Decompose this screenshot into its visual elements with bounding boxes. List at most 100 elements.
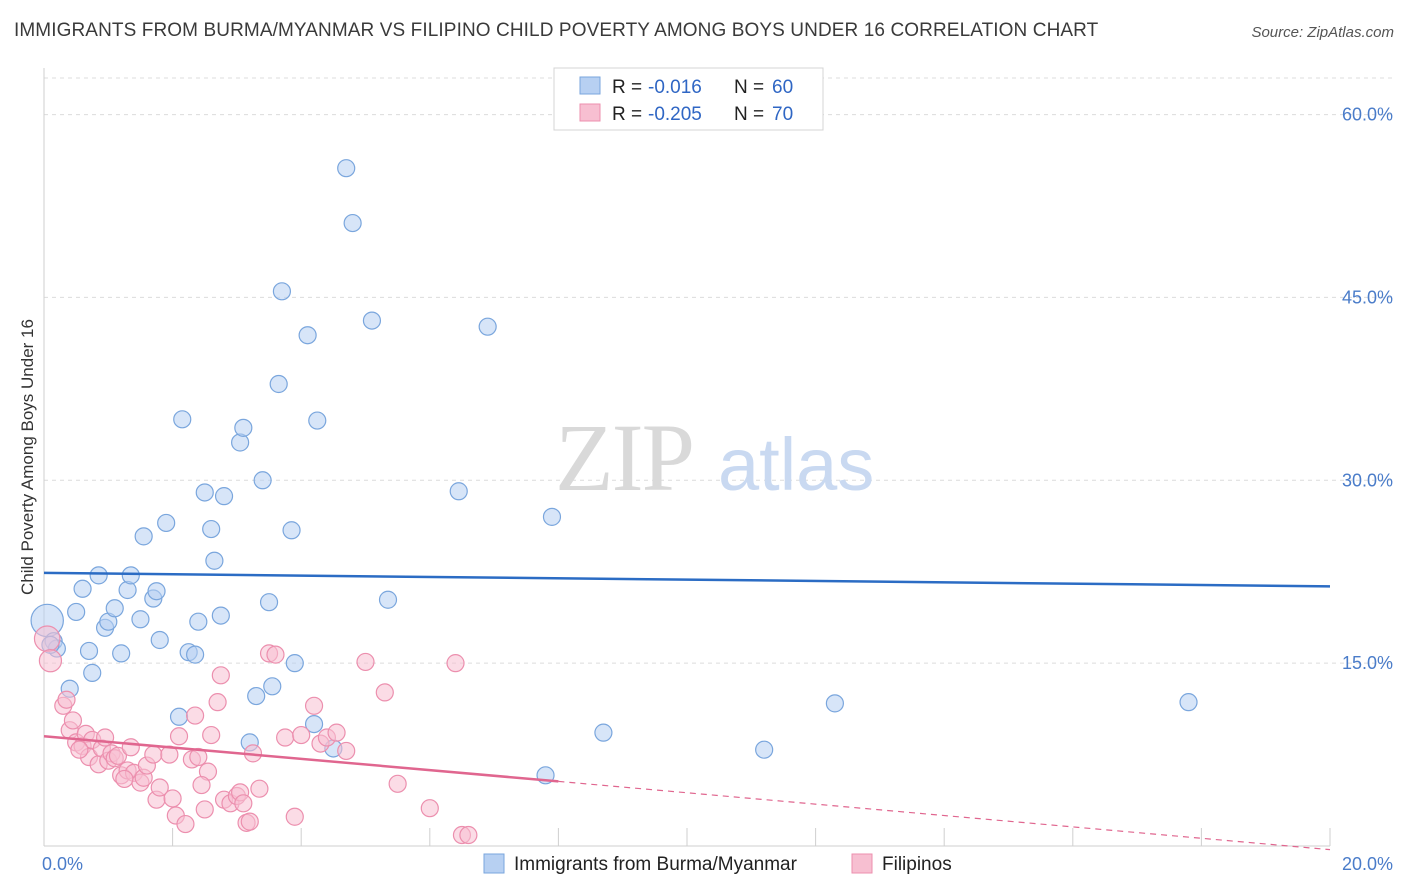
burma-point-19 xyxy=(147,582,166,601)
burma-point-27 xyxy=(195,483,214,502)
filipino-point-5 xyxy=(63,711,83,730)
legend-swatch-burma xyxy=(579,76,601,95)
filipino-point-53 xyxy=(292,725,311,745)
x-tick-labels: 0.0% 20.0% xyxy=(42,854,1393,874)
filipino-point-58 xyxy=(356,652,375,672)
chart-title: IMMIGRANTS FROM BURMA/MYANMAR VS FILIPIN… xyxy=(14,20,1099,41)
burma-point-55 xyxy=(594,723,613,742)
legend-n-label-2: N = xyxy=(734,104,764,125)
legend-r-label-1: R = xyxy=(612,77,642,98)
filipino-point-25 xyxy=(144,745,163,764)
filipino-point-65 xyxy=(70,740,89,759)
filipino-point-34 xyxy=(186,706,205,725)
burma-point-7 xyxy=(79,641,99,661)
filipino-point-68 xyxy=(250,779,269,798)
filipino-point-35 xyxy=(189,747,208,767)
filipino-point-62 xyxy=(446,654,465,673)
bottom-swatch-filipinos xyxy=(851,853,873,874)
burma-point-29 xyxy=(205,551,224,570)
burma-point-33 xyxy=(234,418,253,437)
burma-point-9 xyxy=(89,566,108,585)
trend-line-burma xyxy=(43,571,1331,588)
burma-point-8 xyxy=(83,663,102,682)
burma-point-38 xyxy=(263,677,282,696)
burma-point-21 xyxy=(157,513,176,533)
trend-lines xyxy=(43,571,1331,851)
burma-point-28 xyxy=(202,519,221,539)
burma-point-40 xyxy=(272,282,292,301)
burma-point-13 xyxy=(112,644,131,663)
filipino-point-3 xyxy=(57,690,76,709)
burma-point-54 xyxy=(542,507,562,526)
burma-point-26 xyxy=(189,612,208,631)
filipino-point-59 xyxy=(375,683,394,702)
watermark-atlas: atlas xyxy=(718,423,874,506)
burma-point-48 xyxy=(343,213,362,233)
filipino-point-13 xyxy=(95,728,115,747)
y-tick-labels: 15.0% 30.0% 45.0% 60.0% xyxy=(1342,105,1393,674)
filipino-point-51 xyxy=(276,728,295,747)
y-tick-label-1: 30.0% xyxy=(1342,470,1393,490)
burma-point-58 xyxy=(1179,693,1198,712)
burma-point-42 xyxy=(285,654,304,673)
bottom-legend-burma: Immigrants from Burma/Myanmar xyxy=(514,854,798,875)
burma-point-16 xyxy=(131,610,150,629)
filipino-point-40 xyxy=(211,666,230,685)
burma-point-57 xyxy=(825,694,844,713)
filipino-point-54 xyxy=(304,696,324,715)
burma-point-20 xyxy=(150,630,169,650)
burma-point-17 xyxy=(134,527,153,546)
burma-point-6 xyxy=(73,579,92,598)
filipino-point-32 xyxy=(176,814,195,834)
filipino-point-60 xyxy=(388,774,407,793)
burma-point-51 xyxy=(449,482,468,501)
filipino-point-31 xyxy=(169,727,189,746)
filipino-point-29 xyxy=(163,789,182,808)
burma-point-25 xyxy=(186,645,205,664)
stats-legend: R = -0.016 N = 60 R = -0.205 N = 70 xyxy=(553,67,824,131)
burma-point-49 xyxy=(362,311,382,330)
burma-point-36 xyxy=(253,471,272,490)
bottom-legend-filipinos: Filipinos xyxy=(882,854,952,875)
x-tick-label-1: 20.0% xyxy=(1342,854,1393,874)
burma-point-31 xyxy=(214,487,234,506)
filipino-point-36 xyxy=(195,800,214,819)
burma-point-50 xyxy=(378,590,398,609)
burma-point-56 xyxy=(755,740,774,759)
burma-point-30 xyxy=(211,606,230,625)
filipino-point-47 xyxy=(240,812,259,831)
trend-line-filipinos-extrapolated xyxy=(558,780,1331,851)
legend-r-value-2: -0.205 xyxy=(648,104,702,125)
legend-n-value-2: 70 xyxy=(772,104,793,125)
x-tick-label-0: 0.0% xyxy=(42,854,83,874)
burma-point-35 xyxy=(247,686,266,706)
filipino-point-67 xyxy=(192,775,211,795)
burma-point-39 xyxy=(269,374,288,394)
burma-point-43 xyxy=(298,326,317,345)
trend-line-filipinos xyxy=(43,735,559,783)
x-ticks xyxy=(43,828,1331,846)
legend-n-label-1: N = xyxy=(734,77,764,98)
watermark-zip: ZIP xyxy=(555,404,693,511)
watermark: ZIP atlas xyxy=(555,404,874,511)
burma-point-52 xyxy=(478,317,497,336)
filipino-point-61 xyxy=(420,799,439,818)
filipino-point-17 xyxy=(108,746,128,765)
filipino-point-64 xyxy=(459,825,478,845)
filipino-point-50 xyxy=(266,645,285,664)
series-legend: Immigrants from Burma/Myanmar Filipinos xyxy=(483,853,952,875)
y-tick-label-2: 45.0% xyxy=(1342,287,1393,307)
legend-r-label-2: R = xyxy=(612,104,642,125)
legend-n-value-1: 60 xyxy=(772,77,793,98)
source-credit: Source: ZipAtlas.com xyxy=(1251,24,1394,41)
filipino-point-1 xyxy=(38,649,63,673)
burma-point-15 xyxy=(121,566,140,585)
filipino-point-52 xyxy=(285,807,304,826)
burma-point-12 xyxy=(105,599,124,618)
y-tick-label-0: 15.0% xyxy=(1342,653,1393,673)
filipino-point-39 xyxy=(208,693,227,712)
burma-point-22 xyxy=(169,707,189,726)
filipino-point-27 xyxy=(150,778,169,797)
bottom-swatch-burma xyxy=(483,853,505,874)
